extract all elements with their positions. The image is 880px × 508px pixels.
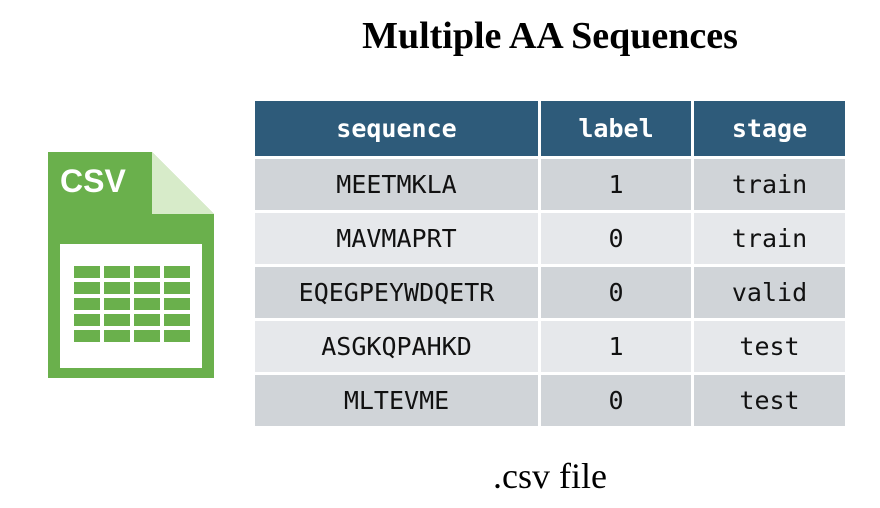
cell-sequence: ASGKQPAHKD xyxy=(255,321,538,375)
table-row: MLTEVME 0 test xyxy=(255,375,845,429)
cell-sequence: MLTEVME xyxy=(255,375,538,429)
cell-stage: train xyxy=(694,213,845,267)
column-header-sequence: sequence xyxy=(255,101,538,159)
csv-file-icon: CSV xyxy=(48,152,214,378)
cell-label: 0 xyxy=(541,213,691,267)
table-header-row: sequence label stage xyxy=(255,101,845,159)
cell-stage: test xyxy=(694,321,845,375)
cell-stage: test xyxy=(694,375,845,429)
column-header-label: label xyxy=(541,101,691,159)
cell-label: 0 xyxy=(541,375,691,429)
sequence-table: sequence label stage MEETMKLA 1 train MA… xyxy=(252,101,848,429)
spreadsheet-grid-icon xyxy=(74,266,190,342)
cell-sequence: EQEGPEYWDQETR xyxy=(255,267,538,321)
cell-sequence: MEETMKLA xyxy=(255,159,538,213)
table-row: ASGKQPAHKD 1 test xyxy=(255,321,845,375)
cell-label: 0 xyxy=(541,267,691,321)
column-header-stage: stage xyxy=(694,101,845,159)
cell-sequence: MAVMAPRT xyxy=(255,213,538,267)
file-type-caption: .csv file xyxy=(493,456,607,496)
cell-label: 1 xyxy=(541,321,691,375)
cell-stage: train xyxy=(694,159,845,213)
table-row: EQEGPEYWDQETR 0 valid xyxy=(255,267,845,321)
cell-label: 1 xyxy=(541,159,691,213)
table-row: MEETMKLA 1 train xyxy=(255,159,845,213)
page-title: Multiple AA Sequences xyxy=(362,15,738,57)
table-row: MAVMAPRT 0 train xyxy=(255,213,845,267)
csv-label: CSV xyxy=(60,163,126,199)
cell-stage: valid xyxy=(694,267,845,321)
